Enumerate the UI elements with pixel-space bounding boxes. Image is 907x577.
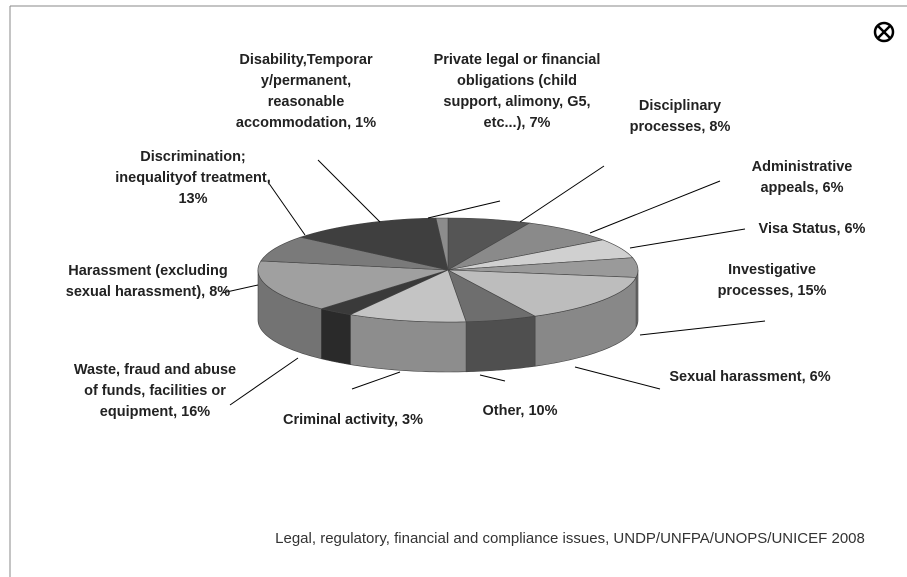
leader-line	[317, 159, 381, 223]
slice	[349, 269, 467, 323]
data-label: Waste, fraud and abuse of funds, facilit…	[73, 362, 237, 420]
leader-line	[479, 374, 506, 382]
data-label: Administrative appeals, 6%	[751, 159, 853, 196]
slice	[257, 260, 449, 310]
data-label: Disciplinary processes, 8%	[629, 98, 731, 135]
slice-side	[321, 308, 351, 365]
data-label: Criminal activity, 3%	[283, 412, 423, 428]
data-label: Investigative processes, 15%	[717, 262, 827, 299]
data-label: Disability,Temporar y/permanent, reasona…	[235, 52, 377, 131]
slice-side	[465, 315, 536, 373]
leader-line	[629, 228, 746, 249]
data-label: Discrimination; inequalityof treatment, …	[115, 149, 271, 207]
leader-line	[427, 200, 501, 219]
slice	[435, 217, 449, 271]
leader-line	[589, 180, 721, 234]
close-circle[interactable]	[873, 21, 895, 43]
data-label: Sexual harassment, 6%	[669, 369, 831, 385]
slice	[447, 269, 637, 317]
slice-side	[350, 314, 467, 373]
data-label: Harassment (excluding sexual harassment)…	[65, 263, 231, 300]
close-x[interactable]	[877, 25, 891, 39]
data-label: Other, 10%	[482, 403, 558, 419]
leader-line	[229, 357, 299, 406]
leader-line	[574, 366, 661, 390]
leader-line	[351, 371, 401, 390]
leader-line	[221, 284, 259, 294]
slice	[299, 217, 449, 271]
data-label: Private legal or financial obligations (…	[433, 52, 601, 131]
data-label: Visa Status, 6%	[758, 221, 866, 237]
slice	[447, 222, 604, 271]
close-icon[interactable]	[873, 21, 895, 43]
chart-title: Legal, regulatory, financial and complia…	[275, 530, 865, 547]
leader-line	[267, 181, 306, 236]
leader-line	[519, 165, 605, 223]
leader-line	[639, 320, 766, 336]
slice	[260, 236, 449, 271]
